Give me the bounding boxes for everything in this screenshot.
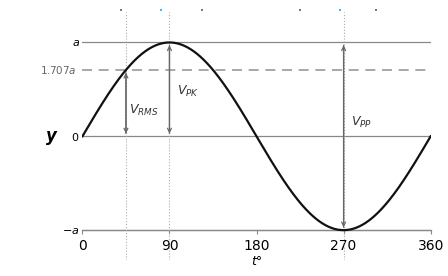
- Text: $1.707a$: $1.707a$: [40, 64, 77, 76]
- Text: $\mathit{V}_{RMS}$: $\mathit{V}_{RMS}$: [129, 102, 158, 118]
- Text: •: •: [298, 8, 302, 14]
- Text: $\mathit{V}_{PK}$: $\mathit{V}_{PK}$: [177, 84, 199, 99]
- X-axis label: t°: t°: [251, 254, 262, 267]
- Text: $\mathit{V}_{PP}$: $\mathit{V}_{PP}$: [351, 115, 372, 130]
- Text: •: •: [119, 8, 123, 14]
- Text: •: •: [375, 8, 378, 14]
- Text: y: y: [46, 127, 57, 145]
- Text: •: •: [339, 8, 342, 14]
- Text: •: •: [200, 8, 203, 14]
- Text: •: •: [159, 8, 163, 14]
